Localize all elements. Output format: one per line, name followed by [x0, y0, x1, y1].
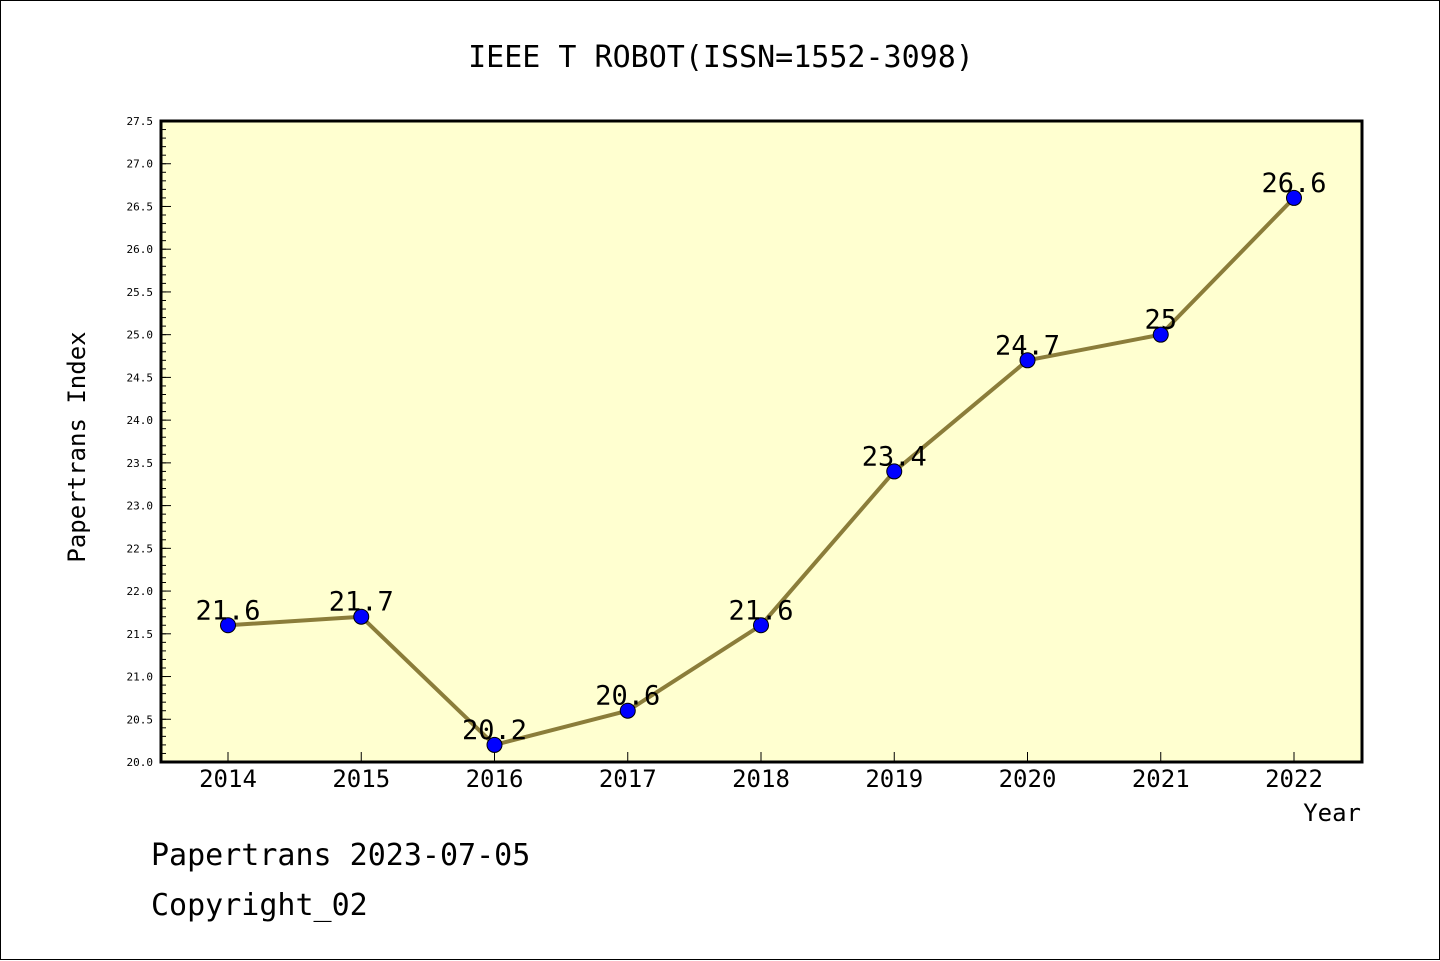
y-tick-label: 23.5: [127, 457, 154, 470]
data-point: [353, 608, 370, 625]
x-tick-label: 2020: [999, 765, 1057, 793]
x-tick-label: 2018: [732, 765, 790, 793]
x-axis: 2014 2015 2016 2017 2018 2019 2020 2021 2022: [199, 752, 1323, 793]
data-point: [1286, 189, 1302, 206]
chart-title: IEEE T ROBOT(ISSN=1552-3098): [468, 40, 974, 75]
y-tick-label: 25.0: [127, 329, 154, 342]
y-tick-label: 26.0: [127, 243, 154, 256]
footer-copyright: Copyright_02: [151, 888, 368, 923]
y-tick-label: 23.0: [127, 500, 154, 513]
data-point: [486, 736, 503, 753]
x-tick-label: 2022: [1265, 765, 1323, 793]
data-point: [1152, 326, 1169, 343]
x-axis-title: Year: [1303, 799, 1361, 827]
data-point: [220, 617, 236, 634]
y-tick-label: 27.5: [127, 115, 154, 128]
data-point: [753, 617, 769, 634]
x-tick-label: 2015: [332, 765, 390, 793]
y-tick-label: 21.0: [127, 671, 154, 684]
series-layer: 21.6 21.7 20.2 20.6 21.6 23.4 24.7 25 26.6: [195, 168, 1327, 753]
data-label: 24.7: [995, 330, 1060, 361]
y-tick-label: 20.5: [127, 713, 154, 726]
data-point: [1019, 352, 1036, 369]
y-tick-label: 25.5: [127, 286, 154, 299]
y-axis: 20.0 20.5 21.0 21.5 22.0 22.5 23.0 23.5 24.0 24.5…: [127, 115, 171, 769]
y-tick-label: 21.5: [127, 628, 154, 641]
y-tick-label: 22.0: [127, 585, 154, 598]
data-label: 23.4: [862, 441, 927, 472]
y-tick-label: 24.5: [127, 371, 154, 384]
y-axis-title: Papertrans Index: [63, 331, 91, 562]
y-tick-label: 26.5: [127, 200, 154, 213]
data-label: 20.6: [595, 681, 660, 712]
x-tick-label: 2021: [1132, 765, 1190, 793]
y-tick-label: 27.0: [127, 158, 154, 171]
x-tick-label: 2014: [199, 765, 257, 793]
x-tick-label: 2016: [466, 765, 524, 793]
data-label: 21.6: [728, 595, 793, 626]
data-point: [619, 702, 636, 719]
data-label: 26.6: [1261, 168, 1326, 199]
footer-date: Papertrans 2023-07-05: [151, 838, 530, 873]
x-tick-label: 2019: [865, 765, 923, 793]
data-point: [886, 463, 903, 480]
y-tick-label: 22.5: [127, 542, 154, 555]
data-label: 20.2: [462, 715, 527, 746]
y-tick-label: 20.0: [127, 756, 154, 769]
x-tick-label: 2017: [599, 765, 657, 793]
data-label: 25: [1144, 305, 1177, 336]
y-tick-label: 24.0: [127, 414, 154, 427]
data-label: 21.6: [195, 595, 260, 626]
data-label: 21.7: [329, 587, 394, 618]
plot-area: [159, 119, 1364, 764]
